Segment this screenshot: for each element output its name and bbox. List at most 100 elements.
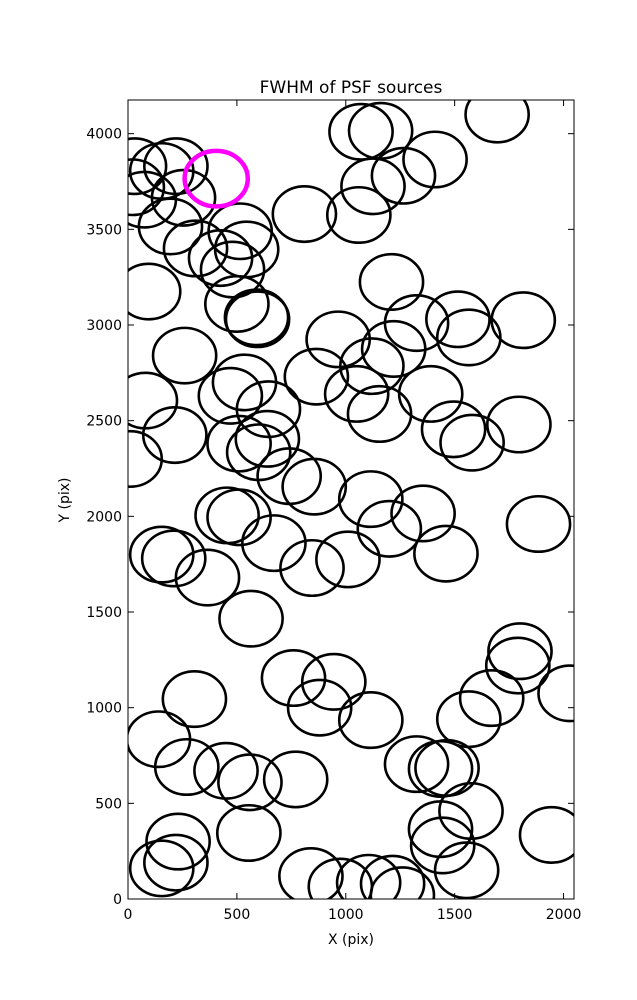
psf-source-circle [490,291,557,350]
psf-source-circle [262,750,329,809]
plot-frame [127,99,575,900]
psf-source-circle [199,240,266,299]
psf-source-circle [197,366,264,425]
psf-source-circle [217,753,283,812]
psf-source-circle [340,157,406,216]
psf-source-circle [128,262,182,321]
psf-source-circle [279,538,345,598]
psf-source-circle [153,737,220,797]
x-tick-label: 0 [124,907,133,923]
psf-source-circle [458,669,525,728]
highlighted-source-circle [182,148,251,209]
psf-source-circle [213,220,280,279]
psf-source-circle [484,636,551,695]
y-tick-label: 3500 [86,222,122,238]
psf-source-circle [218,589,284,648]
psf-source-circle [271,184,338,244]
y-tick-label: 500 [95,796,122,812]
psf-source-circle [486,395,552,454]
psf-source-circle [215,803,282,863]
psf-source-circle [143,137,209,196]
psf-source-circle [224,290,291,349]
y-tick-label: 1000 [86,701,122,717]
psf-source-circle [369,866,436,899]
psf-source-circle [151,326,218,385]
psf-source-circle [234,409,301,468]
psf-source-circle [537,664,574,723]
psf-source-circle [193,741,259,800]
psf-source-circle [137,197,204,256]
psf-source-circle [300,652,367,711]
psf-source-circle [390,484,456,543]
psf-source-circle [128,371,179,430]
psf-source-circle [346,384,413,444]
x-axis-label: X (pix) [328,932,374,948]
psf-source-circle [505,494,572,554]
psf-source-circle [383,735,450,794]
psf-source-circle [162,219,229,278]
y-tick-label: 1500 [86,605,122,621]
psf-source-circle [286,678,353,737]
plot-area [128,100,574,899]
psf-source-circle [128,429,164,488]
psf-source-circle [433,841,500,899]
psf-source-circle [206,414,272,473]
psf-source-circle [359,854,426,899]
psf-source-circle [370,146,437,205]
psf-source-circle [323,364,390,423]
psf-source-circle [281,457,348,516]
psf-source-circle [339,337,405,396]
psf-source-circle [402,130,468,189]
psf-source-circle [194,486,260,545]
x-axis: 0 500 1000 1500 2000 [124,100,582,923]
y-tick-label: 2500 [86,414,122,430]
psf-source-circle [174,548,241,607]
psf-source-circle [337,470,404,529]
psf-source-circle [397,364,464,423]
psf-source-circle [161,670,228,729]
psf-source-circle [439,413,505,472]
psf-source-circle [325,185,392,245]
psf-source-circle [204,274,270,334]
psf-source-circle [145,812,211,871]
psf-source-circle [356,499,423,558]
psf-source-circle [409,816,476,875]
chart-title: FWHM of PSF sources [260,78,443,98]
y-axis: 0 500 1000 1500 2000 2500 3000 3500 4000 [86,127,574,908]
psf-source-circle [407,739,474,798]
psf-source-circle [407,800,474,859]
psf-source-circle [150,168,217,227]
psf-source-circle [420,400,487,459]
psf-source-circle [241,514,307,573]
x-tick-label: 500 [224,907,251,923]
psf-source-circle [283,347,350,406]
psf-source-circle [413,524,479,583]
psf-source-circle [128,525,195,584]
psf-source-circle [435,690,502,749]
psf-source-circle [315,530,381,589]
psf-source-circle [464,100,530,144]
y-axis-label: Y (pix) [57,478,73,524]
psf-source-circle [143,833,209,892]
y-tick-label: 0 [113,892,122,908]
psf-source-circle [141,405,208,465]
psf-source-circle [518,805,574,864]
y-tick-label: 2000 [86,509,122,525]
psf-source-circle [425,290,491,349]
x-tick-label: 2000 [546,907,582,923]
psf-source-circle [128,137,168,196]
psf-source-circle [140,529,207,588]
psf-source-circle [206,488,272,547]
psf-source-circle [335,853,402,899]
x-tick-label: 1500 [437,907,473,923]
y-tick-label: 3000 [86,318,122,334]
psf-source-circle [337,691,404,750]
psf-source-circle [435,308,502,367]
psf-source-circle [358,252,425,311]
psf-source-circle [260,648,327,708]
psf-source-circle [278,847,344,899]
x-tick-label: 1000 [328,907,364,923]
psf-source-circle [487,622,553,681]
psf-source-circle [128,839,195,898]
